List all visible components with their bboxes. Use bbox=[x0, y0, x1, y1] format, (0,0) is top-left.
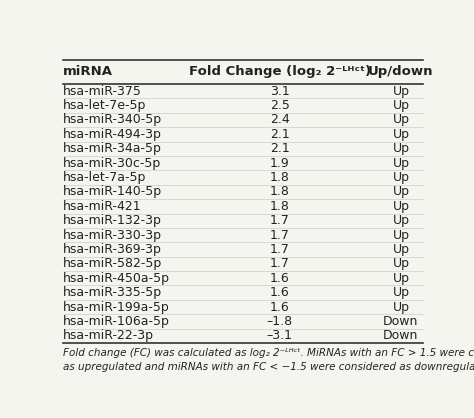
Text: hsa-miR-22-3p: hsa-miR-22-3p bbox=[63, 329, 154, 342]
Text: Down: Down bbox=[383, 315, 419, 328]
Text: 1.9: 1.9 bbox=[270, 157, 290, 170]
Text: hsa-miR-494-3p: hsa-miR-494-3p bbox=[63, 128, 162, 141]
Text: 2.1: 2.1 bbox=[270, 128, 290, 141]
Text: Up/down: Up/down bbox=[368, 65, 434, 79]
Text: 1.8: 1.8 bbox=[270, 200, 290, 213]
Text: hsa-miR-340-5p: hsa-miR-340-5p bbox=[63, 113, 162, 126]
Text: Up: Up bbox=[392, 243, 410, 256]
Text: Up: Up bbox=[392, 142, 410, 155]
Text: hsa-let-7a-5p: hsa-let-7a-5p bbox=[63, 171, 146, 184]
Text: Up: Up bbox=[392, 99, 410, 112]
Text: hsa-miR-375: hsa-miR-375 bbox=[63, 85, 142, 98]
Text: Up: Up bbox=[392, 214, 410, 227]
Text: Up: Up bbox=[392, 85, 410, 98]
Text: hsa-miR-34a-5p: hsa-miR-34a-5p bbox=[63, 142, 162, 155]
Text: hsa-miR-421: hsa-miR-421 bbox=[63, 200, 142, 213]
Text: hsa-miR-140-5p: hsa-miR-140-5p bbox=[63, 186, 162, 199]
Text: Up: Up bbox=[392, 257, 410, 270]
Text: Up: Up bbox=[392, 272, 410, 285]
Text: Up: Up bbox=[392, 157, 410, 170]
Text: hsa-miR-30c-5p: hsa-miR-30c-5p bbox=[63, 157, 161, 170]
Text: Up: Up bbox=[392, 113, 410, 126]
Text: Up: Up bbox=[392, 286, 410, 299]
Text: 1.6: 1.6 bbox=[270, 272, 290, 285]
Text: 1.8: 1.8 bbox=[270, 171, 290, 184]
Text: as upregulated and miRNAs with an FC < −1.5 were considered as downregulated.: as upregulated and miRNAs with an FC < −… bbox=[63, 362, 474, 372]
Text: 1.7: 1.7 bbox=[270, 229, 290, 242]
Text: miRNA: miRNA bbox=[63, 65, 113, 79]
Text: hsa-miR-132-3p: hsa-miR-132-3p bbox=[63, 214, 162, 227]
Text: 1.6: 1.6 bbox=[270, 301, 290, 314]
Text: 1.7: 1.7 bbox=[270, 243, 290, 256]
Text: Down: Down bbox=[383, 329, 419, 342]
Text: 3.1: 3.1 bbox=[270, 85, 290, 98]
Text: Fold Change (log₂ 2⁻ᴸᴴᶜᵗ): Fold Change (log₂ 2⁻ᴸᴴᶜᵗ) bbox=[189, 65, 371, 79]
Text: Up: Up bbox=[392, 128, 410, 141]
Text: –1.8: –1.8 bbox=[266, 315, 293, 328]
Text: hsa-let-7e-5p: hsa-let-7e-5p bbox=[63, 99, 146, 112]
Text: 2.4: 2.4 bbox=[270, 113, 290, 126]
Text: Up: Up bbox=[392, 229, 410, 242]
Text: hsa-miR-199a-5p: hsa-miR-199a-5p bbox=[63, 301, 170, 314]
Text: hsa-miR-330-3p: hsa-miR-330-3p bbox=[63, 229, 162, 242]
Text: Up: Up bbox=[392, 301, 410, 314]
Text: hsa-miR-335-5p: hsa-miR-335-5p bbox=[63, 286, 162, 299]
Text: hsa-miR-582-5p: hsa-miR-582-5p bbox=[63, 257, 162, 270]
Text: 2.5: 2.5 bbox=[270, 99, 290, 112]
Text: Fold change (FC) was calculated as log₂ 2⁻ᴸᴴᶜᵗ. MiRNAs with an FC > 1.5 were con: Fold change (FC) was calculated as log₂ … bbox=[63, 348, 474, 358]
Text: 2.1: 2.1 bbox=[270, 142, 290, 155]
Text: Up: Up bbox=[392, 171, 410, 184]
Text: 1.7: 1.7 bbox=[270, 214, 290, 227]
Text: –3.1: –3.1 bbox=[267, 329, 292, 342]
Text: Up: Up bbox=[392, 186, 410, 199]
Text: hsa-miR-106a-5p: hsa-miR-106a-5p bbox=[63, 315, 170, 328]
Text: 1.8: 1.8 bbox=[270, 186, 290, 199]
Text: 1.7: 1.7 bbox=[270, 257, 290, 270]
Text: 1.6: 1.6 bbox=[270, 286, 290, 299]
Text: hsa-miR-450a-5p: hsa-miR-450a-5p bbox=[63, 272, 170, 285]
Text: hsa-miR-369-3p: hsa-miR-369-3p bbox=[63, 243, 162, 256]
Text: Up: Up bbox=[392, 200, 410, 213]
